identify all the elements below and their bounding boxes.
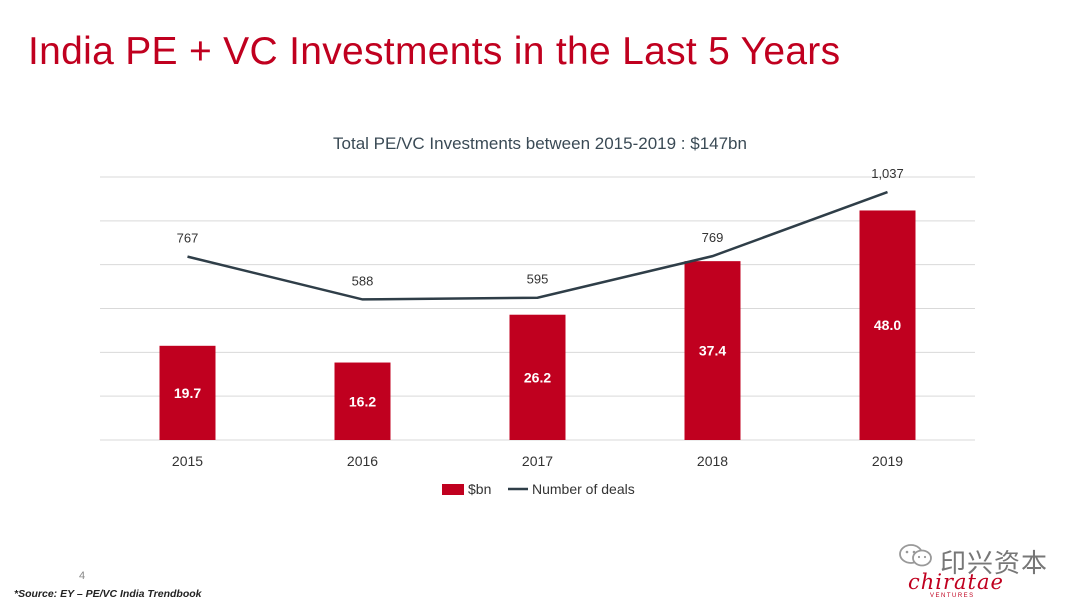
bar — [509, 314, 566, 440]
legend-bar-label: $bn — [468, 481, 491, 497]
brand-logo-sub: VENTURES — [930, 593, 975, 599]
x-tick-label: 2016 — [347, 453, 378, 469]
x-tick-label: 2019 — [872, 453, 903, 469]
bar-value-label: 37.4 — [699, 343, 726, 359]
deals-value-label: 588 — [352, 273, 374, 288]
bar-value-label: 19.7 — [174, 385, 201, 401]
x-tick-label: 2018 — [697, 453, 728, 469]
bar — [159, 345, 216, 440]
brand-logo: chiratae — [908, 570, 1004, 594]
bar — [859, 210, 916, 440]
slide-title: India PE + VC Investments in the Last 5 … — [28, 30, 841, 73]
deals-value-label: 767 — [177, 231, 199, 246]
source-footnote: *Source: EY – PE/VC India Trendbook — [14, 588, 202, 600]
x-tick-label: 2017 — [522, 453, 553, 469]
bar-value-label: 26.2 — [524, 369, 551, 385]
deals-value-label: 769 — [702, 230, 724, 245]
bar-value-label: 48.0 — [874, 317, 901, 333]
deals-value-label: 1,037 — [871, 166, 904, 181]
wechat-icon — [899, 544, 932, 567]
x-tick-label: 2015 — [172, 453, 203, 469]
deals-value-label: 595 — [527, 272, 549, 287]
bar-value-label: 16.2 — [349, 393, 376, 409]
legend-line-label: Number of deals — [532, 481, 635, 497]
legend-bar-swatch — [442, 484, 464, 495]
bar — [684, 261, 741, 440]
bar — [334, 362, 391, 440]
chart-title: Total PE/VC Investments between 2015-201… — [333, 134, 747, 153]
watermark-text: 印兴资本 — [940, 549, 1049, 579]
page-number: 4 — [79, 570, 86, 582]
